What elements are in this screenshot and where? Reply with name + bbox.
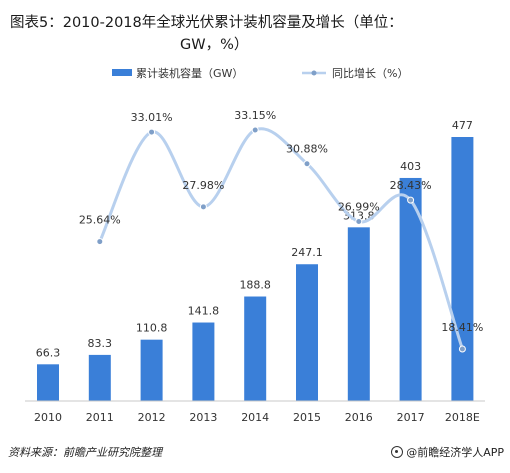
growth-point bbox=[355, 218, 363, 226]
bar bbox=[140, 339, 163, 401]
growth-point bbox=[458, 345, 466, 353]
x-tick-label: 2010 bbox=[34, 411, 62, 424]
bar-value-label: 110.8 bbox=[136, 322, 168, 335]
growth-point bbox=[303, 160, 311, 168]
x-tick-label: 2012 bbox=[138, 411, 166, 424]
legend-bar-swatch bbox=[112, 69, 132, 76]
x-tick-label: 2014 bbox=[241, 411, 269, 424]
legend: 累计装机容量（GW） 同比增长（%） bbox=[112, 66, 408, 80]
growth-value-label: 25.64% bbox=[79, 214, 121, 227]
growth-point bbox=[251, 126, 259, 134]
bar bbox=[399, 177, 422, 401]
growth-value-label: 30.88% bbox=[286, 143, 328, 156]
line-series: 25.64% 33.01% 27.98% 33.15% 30.88% 26.99% 28.4… bbox=[79, 109, 483, 353]
legend-bar-label: 累计装机容量（GW） bbox=[136, 66, 243, 80]
bar-value-label: 313.8 bbox=[343, 209, 375, 222]
growth-value-label: 18.41% bbox=[441, 321, 483, 334]
bar bbox=[296, 264, 318, 401]
bar-value-label: 141.8 bbox=[188, 305, 220, 318]
x-tick-label: 2017 bbox=[397, 411, 425, 424]
brand-logo-icon bbox=[391, 446, 404, 458]
growth-value-label: 26.99% bbox=[338, 201, 380, 214]
brand-credit-text: @前瞻经济学人APP bbox=[406, 446, 504, 459]
bar-value-label: 83.3 bbox=[88, 337, 113, 350]
growth-value-label: 27.98% bbox=[182, 179, 224, 192]
growth-point bbox=[199, 203, 207, 211]
bar bbox=[244, 296, 267, 401]
chart-title-line1: 图表5：2010-2018年全球光伏累计装机容量及增长（单位： bbox=[10, 15, 403, 31]
x-axis-ticks: 2010 2011 2012 2013 2014 2015 2016 2017 2018E bbox=[34, 411, 480, 424]
growth-point bbox=[407, 196, 415, 204]
bar-value-label: 403 bbox=[400, 160, 421, 173]
chart-title-line2: GW，%） bbox=[180, 37, 249, 53]
bar-series: 66.3 83.3 110.8 141.8 188.8 247.1 313.8 403 477 bbox=[36, 119, 474, 401]
bar-value-label: 66.3 bbox=[36, 346, 61, 359]
source-note: 资料来源：前瞻产业研究院整理 bbox=[8, 446, 162, 459]
bar bbox=[192, 322, 215, 401]
legend-line-label: 同比增长（%） bbox=[332, 66, 408, 80]
growth-value-label: 28.43% bbox=[390, 179, 432, 192]
bar bbox=[347, 227, 370, 401]
x-tick-label: 2015 bbox=[293, 411, 321, 424]
x-tick-label: 2011 bbox=[86, 411, 114, 424]
chart-title: 图表5：2010-2018年全球光伏累计装机容量及增长（单位： GW，%） bbox=[10, 12, 490, 56]
bar-value-label: 247.1 bbox=[291, 246, 323, 259]
bar-value-label: 188.8 bbox=[239, 279, 271, 292]
bar bbox=[88, 354, 111, 401]
bar bbox=[451, 137, 474, 401]
x-tick-label: 2013 bbox=[189, 411, 217, 424]
brand-credit: @前瞻经济学人APP bbox=[391, 444, 504, 460]
growth-point bbox=[148, 128, 156, 136]
bar bbox=[37, 364, 59, 401]
legend-line-marker bbox=[311, 70, 317, 76]
x-tick-label: 2018E bbox=[445, 411, 480, 424]
growth-value-label: 33.01% bbox=[131, 111, 173, 124]
growth-point bbox=[96, 238, 104, 246]
growth-value-label: 33.15% bbox=[234, 109, 276, 122]
x-tick-label: 2016 bbox=[345, 411, 373, 424]
bar-value-label: 477 bbox=[452, 119, 473, 132]
